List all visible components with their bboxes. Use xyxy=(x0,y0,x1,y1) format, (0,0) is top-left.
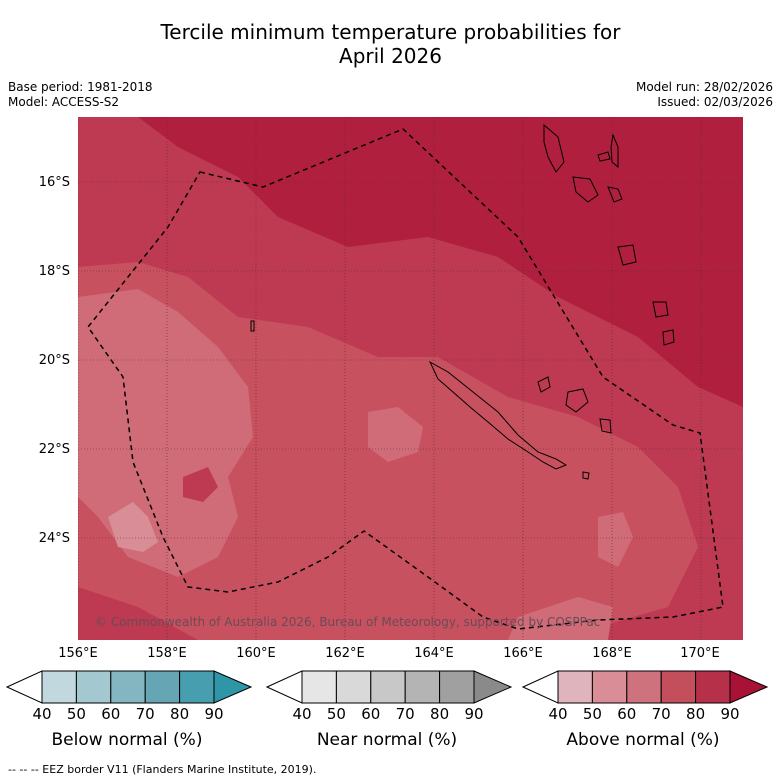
band-50-60-south xyxy=(508,597,613,640)
vanuatu-efate xyxy=(617,244,637,266)
tick-above-60: 60 xyxy=(617,705,637,723)
vanuatu-espiritu-santo xyxy=(543,123,565,173)
tick-near-90: 90 xyxy=(464,705,484,723)
colorbar-below-normal xyxy=(6,670,252,704)
vanuatu-tanna xyxy=(662,329,675,346)
cbar-near-seg-1 xyxy=(301,670,337,704)
cbar-below-seg-3 xyxy=(110,670,146,704)
cbar-above-seg-4 xyxy=(660,670,697,704)
tick-near-40: 40 xyxy=(292,705,312,723)
issued-date: Issued: 02/03/2026 xyxy=(657,95,773,109)
cbar-below-tri-right xyxy=(213,670,252,704)
label-above-normal: Above normal (%) xyxy=(566,730,720,750)
lon-label-156e: 156°E xyxy=(58,646,98,661)
band-40-50-west xyxy=(108,502,158,552)
base-period: Base period: 1981-2018 xyxy=(8,80,153,94)
band-50-60-central xyxy=(368,407,423,462)
cbar-above-tri-right xyxy=(729,670,768,704)
tick-near-80: 80 xyxy=(430,705,450,723)
lat-label-22s: 22°S xyxy=(38,442,70,457)
tick-below-80: 80 xyxy=(170,705,190,723)
vanuatu-ambae xyxy=(597,151,611,162)
label-below-normal: Below normal (%) xyxy=(51,730,203,750)
cbar-near-tri-right xyxy=(473,670,512,704)
eez-border xyxy=(87,128,724,630)
tick-near-70: 70 xyxy=(395,705,415,723)
lon-label-168e: 168°E xyxy=(592,646,632,661)
lon-label-170e: 170°E xyxy=(680,646,720,661)
cbar-near-seg-5 xyxy=(439,670,475,704)
lat-label-18s: 18°S xyxy=(38,264,70,279)
loyalty-island-1 xyxy=(537,376,551,393)
tick-near-50: 50 xyxy=(326,705,346,723)
cbar-above-tri-left xyxy=(522,670,559,704)
vanuatu-erromango xyxy=(652,301,669,318)
vanuatu-epi xyxy=(607,186,623,203)
new-caledonia xyxy=(428,360,568,470)
tick-below-90: 90 xyxy=(204,705,224,723)
cbar-below-seg-2 xyxy=(75,670,112,704)
tick-below-40: 40 xyxy=(32,705,52,723)
tick-above-70: 70 xyxy=(651,705,671,723)
cbar-near-seg-4 xyxy=(404,670,441,704)
graticule xyxy=(78,117,743,640)
tick-below-70: 70 xyxy=(135,705,155,723)
cbar-above-seg-1 xyxy=(557,670,593,704)
cbar-below-seg-5 xyxy=(179,670,215,704)
cbar-near-seg-2 xyxy=(335,670,372,704)
colorbar-above-normal xyxy=(522,670,768,704)
band-50-60-west xyxy=(78,289,253,577)
copyright-notice: © Commonwealth of Australia 2026, Bureau… xyxy=(95,615,601,629)
map-svg xyxy=(78,117,743,640)
cbar-near-tri-left xyxy=(266,670,303,704)
cbar-below-tri-left xyxy=(6,670,43,704)
probability-map xyxy=(78,117,743,640)
meta-right: Model run: 28/02/2026 Issued: 02/03/2026 xyxy=(636,80,773,110)
meta-left: Base period: 1981-2018 Model: ACCESS-S2 xyxy=(8,80,153,110)
cbar-above-seg-2 xyxy=(591,670,628,704)
model-name: Model: ACCESS-S2 xyxy=(8,95,120,109)
lon-label-164e: 164°E xyxy=(414,646,454,661)
lon-label-166e: 166°E xyxy=(503,646,543,661)
lat-label-24s: 24°S xyxy=(38,531,70,546)
lon-label-160e: 160°E xyxy=(236,646,276,661)
title-line-1: Tercile minimum temperature probabilitie… xyxy=(160,20,621,44)
tick-above-90: 90 xyxy=(720,705,740,723)
isle-of-pines xyxy=(582,471,590,480)
lat-label-20s: 20°S xyxy=(38,353,70,368)
title-line-2: April 2026 xyxy=(339,44,442,68)
lat-label-16s: 16°S xyxy=(38,175,70,190)
cbar-near-seg-3 xyxy=(370,670,406,704)
map-title: Tercile minimum temperature probabilitie… xyxy=(0,20,781,68)
tick-below-50: 50 xyxy=(66,705,86,723)
loyalty-island-3 xyxy=(599,418,612,434)
lon-label-162e: 162°E xyxy=(325,646,365,661)
cbar-above-seg-3 xyxy=(626,670,662,704)
chesterfield-islands xyxy=(250,320,255,332)
cbar-below-seg-1 xyxy=(41,670,77,704)
loyalty-island-2 xyxy=(565,388,589,413)
colorbar-near-normal xyxy=(266,670,512,704)
tick-below-60: 60 xyxy=(101,705,121,723)
tick-above-80: 80 xyxy=(686,705,706,723)
label-near-normal: Near normal (%) xyxy=(316,730,458,750)
cbar-below-seg-4 xyxy=(144,670,181,704)
lon-label-158e: 158°E xyxy=(147,646,187,661)
cbar-above-seg-5 xyxy=(695,670,731,704)
eez-footnote: -- -- -- EEZ border V11 (Flanders Marine… xyxy=(8,763,317,776)
patch-70-80 xyxy=(183,467,218,502)
tick-above-50: 50 xyxy=(582,705,602,723)
model-run: Model run: 28/02/2026 xyxy=(635,80,773,94)
vanuatu-malekula xyxy=(572,176,599,203)
vanuatu-maewo xyxy=(610,133,619,169)
tick-near-60: 60 xyxy=(361,705,381,723)
band-50-60-east xyxy=(598,512,633,567)
tick-above-40: 40 xyxy=(548,705,568,723)
